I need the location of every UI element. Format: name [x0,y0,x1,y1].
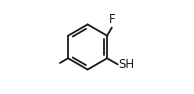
Text: F: F [109,13,116,26]
Text: SH: SH [119,58,135,71]
